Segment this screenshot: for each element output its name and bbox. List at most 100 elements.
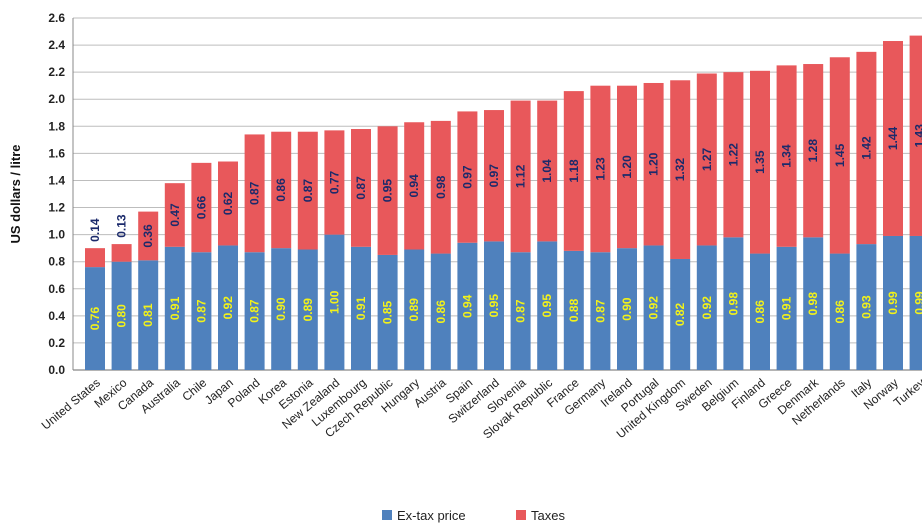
bars-layer: 0.76 0.14 0.80 0.13 0.81 0.36 0.91 0.47 0.87 0.66… xyxy=(85,35,922,370)
bar-ex-tax xyxy=(563,250,584,370)
bar-ex-tax xyxy=(537,241,558,370)
bar-taxes xyxy=(883,41,903,236)
bar-ex-tax xyxy=(244,252,265,370)
data-label-taxes: 1.34 xyxy=(780,144,794,168)
data-label-taxes: 1.42 xyxy=(859,136,873,160)
y-tick-label: 0.8 xyxy=(48,255,65,269)
y-axis-label: US dollars / litre xyxy=(8,145,23,244)
bar-taxes xyxy=(776,65,797,247)
bar-ex-tax xyxy=(164,246,185,370)
y-tick-label: 2.4 xyxy=(48,38,65,52)
bar-ex-tax xyxy=(484,241,504,370)
data-label-ex-tax: 1.00 xyxy=(327,290,341,314)
y-tick-label: 1.4 xyxy=(48,173,65,187)
data-label-taxes: 1.22 xyxy=(726,143,740,167)
bar-ex-tax xyxy=(85,267,105,370)
data-label-ex-tax: 0.99 xyxy=(886,291,900,315)
data-label-ex-tax: 0.92 xyxy=(700,296,714,320)
data-label-ex-tax: 0.90 xyxy=(274,297,288,321)
y-tick-label: 0.0 xyxy=(48,363,65,377)
data-label-taxes: 0.47 xyxy=(168,203,182,227)
bar-taxes xyxy=(563,91,584,251)
data-label-ex-tax: 0.98 xyxy=(726,292,740,316)
bar-taxes xyxy=(324,130,345,235)
data-label-ex-tax: 0.80 xyxy=(115,304,129,328)
bar-ex-tax xyxy=(430,253,451,370)
bar-taxes xyxy=(111,244,132,262)
data-label-ex-tax: 0.91 xyxy=(168,296,182,320)
data-label-ex-tax: 0.86 xyxy=(753,300,767,324)
data-label-ex-tax: 0.76 xyxy=(88,307,102,331)
bar-taxes xyxy=(404,122,425,250)
bar-ex-tax xyxy=(457,242,478,370)
data-label-ex-tax: 0.90 xyxy=(620,297,634,321)
bar-taxes xyxy=(696,73,717,246)
bar-taxes xyxy=(218,161,238,246)
bar-taxes xyxy=(244,134,265,253)
data-label-taxes: 0.62 xyxy=(221,191,235,215)
y-tick-label: 2.0 xyxy=(48,92,65,106)
data-label-ex-tax: 0.93 xyxy=(859,295,873,319)
legend-swatch-taxes xyxy=(516,510,526,520)
data-label-ex-tax: 0.88 xyxy=(567,298,581,322)
bar-ex-tax xyxy=(856,244,877,370)
data-label-taxes: 1.28 xyxy=(806,139,820,163)
data-label-ex-tax: 0.98 xyxy=(806,292,820,316)
legend-swatch-ex-tax xyxy=(382,510,392,520)
data-label-taxes: 0.86 xyxy=(274,178,288,202)
bar-ex-tax xyxy=(324,234,345,370)
data-label-ex-tax: 0.91 xyxy=(780,296,794,320)
data-label-ex-tax: 0.92 xyxy=(221,296,235,320)
data-label-ex-tax: 0.81 xyxy=(141,303,155,327)
data-label-ex-tax: 0.87 xyxy=(194,299,208,323)
bar-ex-tax xyxy=(351,246,371,370)
y-tick-label: 0.6 xyxy=(48,282,65,296)
data-label-taxes: 1.44 xyxy=(886,126,900,150)
bar-taxes xyxy=(670,80,691,259)
data-label-taxes: 0.87 xyxy=(248,181,262,205)
y-tick-label: 0.4 xyxy=(48,309,65,323)
y-tick-label: 1.6 xyxy=(48,146,65,160)
bar-taxes xyxy=(537,100,558,242)
data-label-taxes: 1.35 xyxy=(753,150,767,174)
data-label-ex-tax: 0.89 xyxy=(407,298,421,322)
y-tick-label: 1.2 xyxy=(48,201,65,215)
bar-taxes xyxy=(590,85,611,253)
bar-taxes xyxy=(457,111,478,243)
data-label-taxes: 0.66 xyxy=(194,196,208,220)
bar-ex-tax xyxy=(643,245,664,370)
data-label-taxes: 0.13 xyxy=(115,214,129,238)
data-label-ex-tax: 0.87 xyxy=(514,299,528,323)
data-label-ex-tax: 0.86 xyxy=(833,300,847,324)
bar-ex-tax xyxy=(218,245,238,370)
bar-ex-tax xyxy=(191,252,212,370)
bar-taxes xyxy=(723,72,744,238)
bar-taxes xyxy=(164,183,185,247)
bar-taxes xyxy=(138,211,159,261)
bar-ex-tax xyxy=(404,249,425,370)
data-label-taxes: 1.20 xyxy=(647,152,661,176)
bar-taxes xyxy=(191,162,212,253)
y-tick-label: 2.6 xyxy=(48,11,65,25)
data-label-taxes: 1.18 xyxy=(567,159,581,183)
data-label-taxes: 1.12 xyxy=(514,164,528,188)
data-label-taxes: 0.77 xyxy=(327,170,341,194)
data-label-taxes: 1.20 xyxy=(620,155,634,179)
data-label-ex-tax: 0.82 xyxy=(673,302,687,326)
bar-taxes xyxy=(351,129,371,247)
data-label-ex-tax: 0.94 xyxy=(460,294,474,318)
data-label-taxes: 0.14 xyxy=(88,218,102,242)
bar-ex-tax xyxy=(590,252,611,370)
bar-taxes xyxy=(297,131,318,250)
data-label-ex-tax: 0.91 xyxy=(354,296,368,320)
bar-ex-tax xyxy=(909,235,922,370)
x-category-label: United States xyxy=(39,376,103,433)
legend-label-ex-tax: Ex-tax price xyxy=(397,508,466,523)
data-label-taxes: 0.36 xyxy=(141,224,155,248)
data-label-ex-tax: 0.95 xyxy=(540,294,554,318)
data-label-taxes: 1.32 xyxy=(673,158,687,182)
y-tick-label: 2.2 xyxy=(48,65,65,79)
bar-taxes xyxy=(750,70,770,254)
